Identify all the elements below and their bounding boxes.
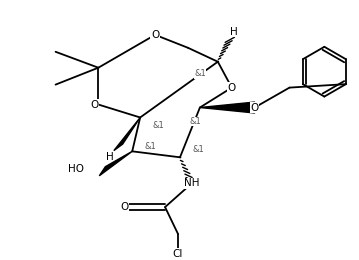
Text: &1: &1 [144, 142, 156, 151]
Text: &1: &1 [194, 69, 206, 78]
Text: &1: &1 [152, 121, 164, 130]
Text: H: H [230, 27, 238, 37]
Text: O: O [228, 83, 236, 93]
Text: HO: HO [69, 164, 84, 174]
Text: NH: NH [184, 178, 200, 188]
Text: O: O [90, 100, 98, 109]
Polygon shape [200, 102, 255, 113]
Text: H: H [106, 152, 114, 162]
Text: Cl: Cl [173, 249, 183, 259]
Polygon shape [99, 151, 132, 176]
Text: O: O [120, 202, 128, 212]
Polygon shape [114, 118, 140, 151]
Text: O: O [251, 102, 259, 113]
Text: O: O [151, 30, 159, 40]
Text: &1: &1 [189, 117, 201, 126]
Text: &1: &1 [192, 145, 204, 154]
